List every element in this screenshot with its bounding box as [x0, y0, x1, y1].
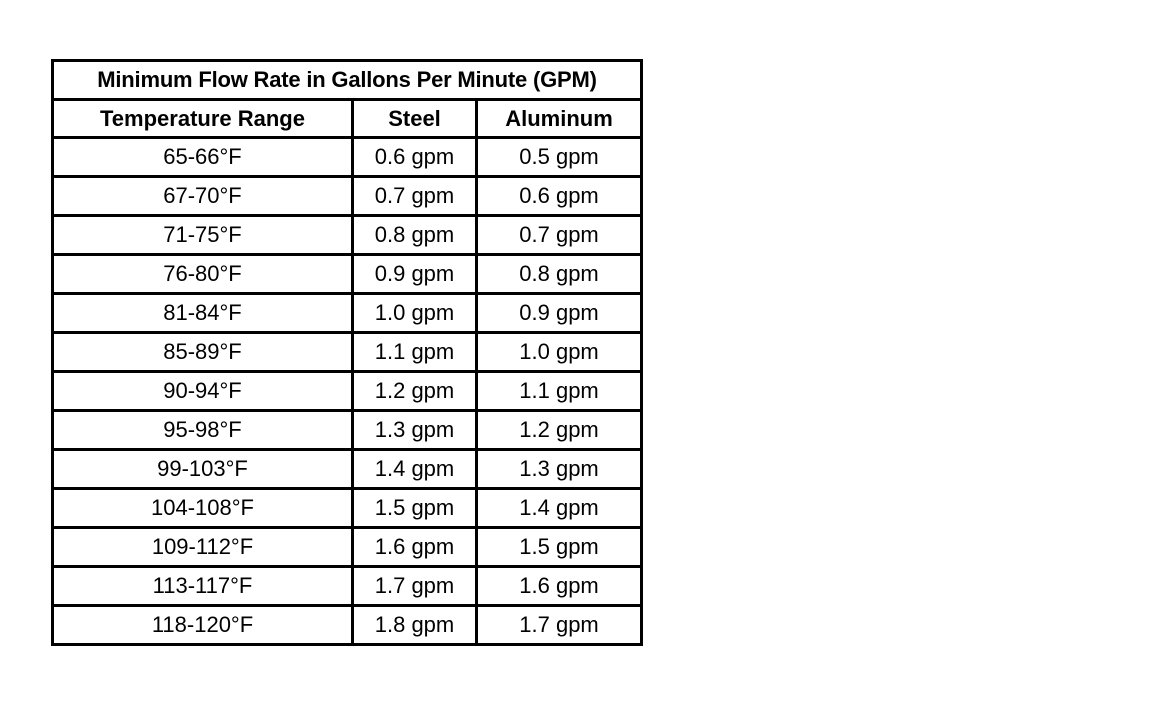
steel-flow-cell: 1.5 gpm [351, 487, 478, 529]
aluminum-flow-cell: 0.9 gpm [474, 292, 644, 334]
aluminum-flow-cell: 1.5 gpm [474, 526, 644, 568]
temperature-range-cell: 109-112°F [51, 526, 354, 568]
table-row: 113-117°F 1.7 gpm 1.6 gpm [51, 565, 644, 607]
header-steel: Steel [351, 98, 478, 139]
flow-rate-table: Minimum Flow Rate in Gallons Per Minute … [50, 59, 644, 646]
table-row: 99-103°F 1.4 gpm 1.3 gpm [51, 448, 644, 490]
table-row: 118-120°F 1.8 gpm 1.7 gpm [51, 604, 644, 646]
table-row: 90-94°F 1.2 gpm 1.1 gpm [51, 370, 644, 412]
table-title: Minimum Flow Rate in Gallons Per Minute … [50, 59, 644, 101]
table-body: 65-66°F 0.6 gpm 0.5 gpm 67-70°F 0.7 gpm 0.6 g… [51, 136, 644, 646]
aluminum-flow-cell: 0.6 gpm [474, 175, 644, 217]
table-title-row: Minimum Flow Rate in Gallons Per Minute … [50, 59, 644, 101]
steel-flow-cell: 1.1 gpm [351, 331, 478, 373]
temperature-range-cell: 95-98°F [51, 409, 354, 451]
steel-flow-cell: 0.9 gpm [351, 253, 478, 295]
table-row: 81-84°F 1.0 gpm 0.9 gpm [51, 292, 644, 334]
temperature-range-cell: 85-89°F [51, 331, 354, 373]
table-header-row: Temperature Range Steel Aluminum [51, 98, 644, 139]
aluminum-flow-cell: 1.3 gpm [474, 448, 644, 490]
steel-flow-cell: 1.7 gpm [351, 565, 478, 607]
temperature-range-cell: 71-75°F [51, 214, 354, 256]
steel-flow-cell: 0.7 gpm [351, 175, 478, 217]
aluminum-flow-cell: 1.0 gpm [474, 331, 644, 373]
table-row: 85-89°F 1.1 gpm 1.0 gpm [51, 331, 644, 373]
table-row: 95-98°F 1.3 gpm 1.2 gpm [51, 409, 644, 451]
table-row: 67-70°F 0.7 gpm 0.6 gpm [51, 175, 644, 217]
steel-flow-cell: 1.6 gpm [351, 526, 478, 568]
steel-flow-cell: 0.6 gpm [351, 136, 478, 178]
temperature-range-cell: 118-120°F [51, 604, 354, 646]
temperature-range-cell: 99-103°F [51, 448, 354, 490]
steel-flow-cell: 1.2 gpm [351, 370, 478, 412]
table-row: 76-80°F 0.9 gpm 0.8 gpm [51, 253, 644, 295]
aluminum-flow-cell: 0.8 gpm [474, 253, 644, 295]
steel-flow-cell: 1.3 gpm [351, 409, 478, 451]
table-row: 109-112°F 1.6 gpm 1.5 gpm [51, 526, 644, 568]
temperature-range-cell: 76-80°F [51, 253, 354, 295]
steel-flow-cell: 1.0 gpm [351, 292, 478, 334]
aluminum-flow-cell: 0.5 gpm [474, 136, 644, 178]
table-row: 65-66°F 0.6 gpm 0.5 gpm [51, 136, 644, 178]
aluminum-flow-cell: 1.4 gpm [474, 487, 644, 529]
table-row: 71-75°F 0.8 gpm 0.7 gpm [51, 214, 644, 256]
steel-flow-cell: 1.8 gpm [351, 604, 478, 646]
aluminum-flow-cell: 1.2 gpm [474, 409, 644, 451]
aluminum-flow-cell: 0.7 gpm [474, 214, 644, 256]
aluminum-flow-cell: 1.6 gpm [474, 565, 644, 607]
temperature-range-cell: 65-66°F [51, 136, 354, 178]
temperature-range-cell: 81-84°F [51, 292, 354, 334]
aluminum-flow-cell: 1.7 gpm [474, 604, 644, 646]
header-temperature-range: Temperature Range [51, 98, 354, 139]
steel-flow-cell: 1.4 gpm [351, 448, 478, 490]
steel-flow-cell: 0.8 gpm [351, 214, 478, 256]
header-aluminum: Aluminum [474, 98, 644, 139]
temperature-range-cell: 104-108°F [51, 487, 354, 529]
table-row: 104-108°F 1.5 gpm 1.4 gpm [51, 487, 644, 529]
temperature-range-cell: 113-117°F [51, 565, 354, 607]
temperature-range-cell: 67-70°F [51, 175, 354, 217]
temperature-range-cell: 90-94°F [51, 370, 354, 412]
aluminum-flow-cell: 1.1 gpm [474, 370, 644, 412]
